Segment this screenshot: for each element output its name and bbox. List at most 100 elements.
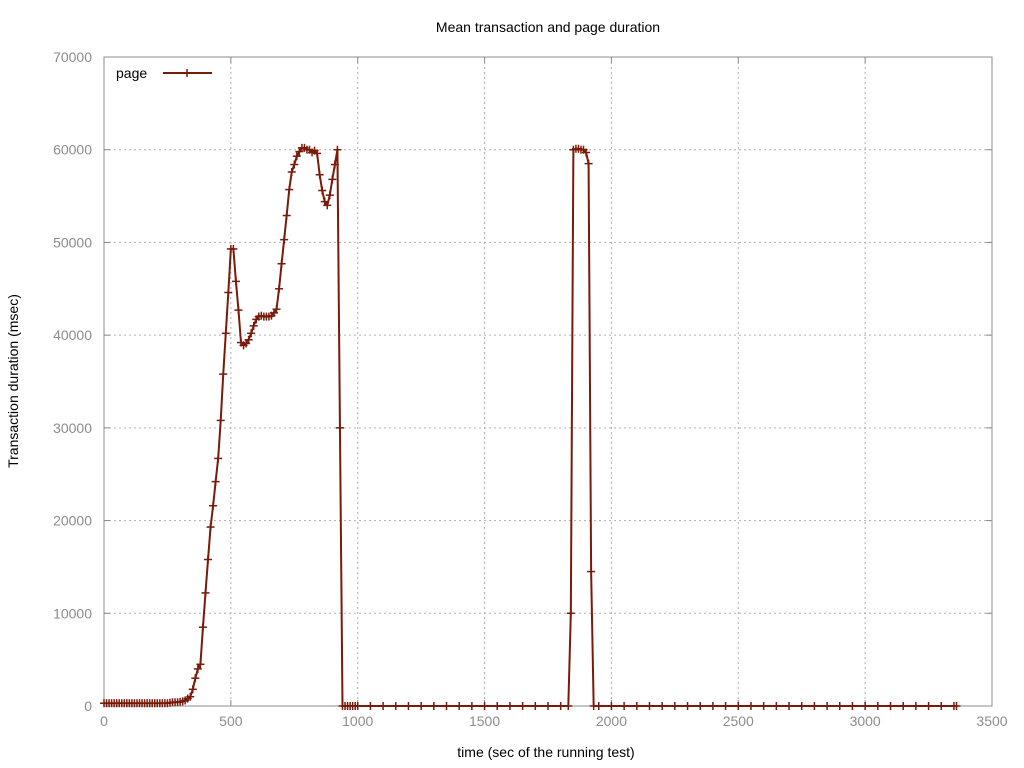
data-point [924, 702, 933, 710]
data-point [328, 175, 337, 184]
y-tick-label: 50000 [53, 234, 92, 250]
data-point [391, 702, 400, 710]
y-tick-label: 30000 [53, 420, 92, 436]
data-point [670, 702, 679, 710]
data-point [564, 702, 573, 710]
y-tick-label: 70000 [53, 49, 92, 65]
y-tick-label: 40000 [53, 327, 92, 343]
data-point [493, 702, 502, 710]
data-point [632, 702, 641, 710]
data-point [810, 702, 819, 710]
data-point [848, 702, 857, 710]
data-point [658, 702, 667, 710]
data-point [442, 702, 451, 710]
series-line-page [104, 146, 957, 707]
x-tick-label: 0 [100, 713, 108, 729]
data-point [594, 702, 603, 710]
data-point [247, 329, 256, 338]
data-point [746, 702, 755, 710]
data-point [873, 702, 882, 710]
data-point [772, 702, 781, 710]
data-point [886, 702, 895, 710]
data-point [204, 555, 213, 564]
plot-frame [103, 56, 993, 707]
data-point [201, 588, 210, 597]
data-point [734, 702, 743, 710]
x-tick-label: 3500 [976, 713, 1007, 729]
data-point [335, 423, 344, 432]
series-layer [104, 146, 957, 707]
data-point [198, 623, 207, 632]
data-point [280, 235, 289, 244]
data-point [249, 321, 258, 330]
data-point [325, 191, 334, 200]
data-point [216, 416, 225, 425]
legend-plus-marker [183, 69, 191, 77]
y-tick-label: 0 [84, 698, 92, 714]
data-point [531, 702, 540, 710]
x-tick-label: 2500 [723, 713, 754, 729]
data-point [584, 159, 593, 168]
data-point [937, 702, 946, 710]
y-tick-label: 60000 [53, 142, 92, 158]
data-point [455, 702, 464, 710]
data-point [191, 674, 200, 683]
data-point [231, 277, 240, 286]
data-point [797, 702, 806, 710]
data-point [911, 702, 920, 710]
data-point [330, 160, 339, 169]
data-point [823, 702, 832, 710]
data-point [209, 501, 218, 510]
x-tick-label: 3000 [850, 713, 881, 729]
data-point [287, 167, 296, 176]
data-point [620, 702, 629, 710]
data-point [721, 702, 730, 710]
data-point [366, 702, 375, 710]
data-point [221, 329, 230, 338]
data-point [313, 149, 322, 158]
data-point [211, 477, 220, 486]
data-point [234, 306, 243, 315]
data-point [696, 702, 705, 710]
data-point [952, 702, 961, 710]
grid [104, 57, 992, 706]
y-tick-label: 20000 [53, 513, 92, 529]
data-point [708, 702, 717, 710]
data-point [645, 702, 654, 710]
data-point [277, 259, 286, 268]
legend-label: page [116, 65, 147, 81]
x-axis-label: time (sec of the running test) [457, 744, 634, 760]
x-axis-ticks: 0 500 1000 1500 2000 2500 3000 3500 [100, 57, 1008, 729]
data-point [285, 185, 294, 194]
y-axis-ticks: 0 10000 20000 30000 40000 50000 60000 70000 [53, 49, 992, 714]
x-tick-label: 1500 [469, 713, 500, 729]
data-point [505, 702, 514, 710]
data-point [429, 702, 438, 710]
data-point [417, 702, 426, 710]
data-point [556, 702, 565, 710]
data-point [290, 160, 299, 169]
data-point [275, 284, 284, 293]
data-point [379, 702, 388, 710]
data-point [835, 702, 844, 710]
data-point [607, 702, 616, 710]
data-point [219, 370, 228, 379]
data-point [186, 692, 195, 701]
chart-title: Mean transaction and page duration [436, 19, 660, 35]
data-point [188, 685, 197, 694]
x-tick-label: 2000 [596, 713, 627, 729]
data-point [861, 702, 870, 710]
data-point [272, 305, 281, 314]
data-point [206, 523, 215, 532]
data-point [315, 170, 324, 179]
data-point [480, 702, 489, 710]
data-point [229, 244, 238, 253]
data-point [518, 702, 527, 710]
x-tick-label: 1000 [342, 713, 373, 729]
legend-marker [183, 69, 191, 77]
data-point [244, 335, 253, 344]
data-point [785, 702, 794, 710]
x-tick-label: 500 [219, 713, 243, 729]
data-point [582, 148, 591, 157]
